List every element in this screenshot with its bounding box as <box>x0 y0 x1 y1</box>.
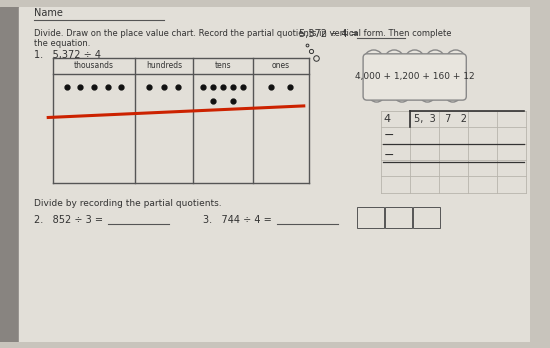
Bar <box>385 207 412 228</box>
Text: 1.   5,372 ÷ 4: 1. 5,372 ÷ 4 <box>34 50 101 60</box>
Bar <box>357 207 384 228</box>
Text: 5,372 ÷ 4 =: 5,372 ÷ 4 = <box>299 29 362 39</box>
Text: ones: ones <box>272 61 290 70</box>
Text: the equation.: the equation. <box>34 39 90 48</box>
Text: 2.   852 ÷ 3 =: 2. 852 ÷ 3 = <box>34 215 106 225</box>
Text: 3.   744 ÷ 4 =: 3. 744 ÷ 4 = <box>202 215 274 225</box>
Bar <box>0 7 19 342</box>
Text: −: − <box>384 129 394 142</box>
Text: 4,000 + 1,200 + 160 + 12: 4,000 + 1,200 + 160 + 12 <box>355 72 475 81</box>
Bar <box>412 207 440 228</box>
Text: Divide. Draw on the place value chart. Record the partial quotients in vertical : Divide. Draw on the place value chart. R… <box>34 29 451 38</box>
Circle shape <box>420 87 435 102</box>
Text: 5,  3   7   2: 5, 3 7 2 <box>414 114 467 124</box>
Text: 4: 4 <box>384 114 391 124</box>
Text: tens: tens <box>214 61 231 70</box>
Circle shape <box>446 50 465 69</box>
Circle shape <box>394 87 410 102</box>
Text: Name: Name <box>34 8 63 18</box>
Text: Divide by recording the partial quotients.: Divide by recording the partial quotient… <box>34 199 222 208</box>
Circle shape <box>369 87 384 102</box>
Text: −: − <box>384 149 394 162</box>
Text: hundreds: hundreds <box>146 61 182 70</box>
Circle shape <box>405 50 425 69</box>
Circle shape <box>445 87 460 102</box>
Circle shape <box>384 50 404 69</box>
Circle shape <box>426 50 445 69</box>
Circle shape <box>364 50 383 69</box>
Text: thousands: thousands <box>74 61 114 70</box>
FancyBboxPatch shape <box>363 54 466 100</box>
